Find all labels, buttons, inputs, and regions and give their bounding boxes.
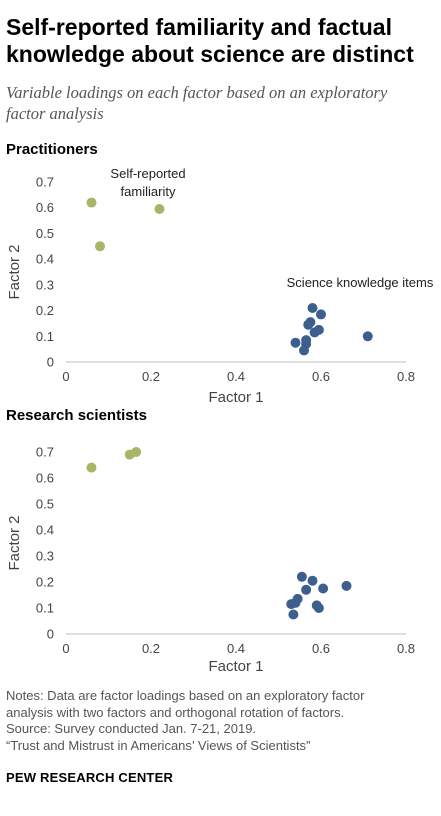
chart-title: Self-reported familiarity and factual kn… (6, 14, 414, 67)
y-tick-label: 0 (47, 627, 54, 642)
knowledge-item-point (301, 584, 312, 595)
knowledge-item-point (307, 575, 318, 586)
y-tick-label: 0.6 (36, 471, 54, 486)
x-tick-label: 0.2 (142, 369, 160, 384)
notes-line: Notes: Data are factor loadings based on… (6, 688, 365, 703)
x-tick-label: 0.2 (142, 641, 160, 656)
y-tick-label: 0.4 (36, 252, 54, 267)
notes-line: analysis with two factors and orthogonal… (6, 704, 345, 720)
annotation-science-knowledge-items: Science knowledge items (287, 275, 434, 290)
knowledge-item-point (362, 331, 373, 342)
familiarity-point (86, 462, 97, 473)
y-tick-label: 0.2 (36, 303, 54, 318)
y-tick-label: 0.1 (36, 601, 54, 616)
familiarity-point (86, 197, 97, 208)
annotation-self-reported-familiarity: Self-reported (110, 166, 185, 181)
x-tick-label: 0 (62, 369, 69, 384)
y-axis-label: Factor 2 (6, 244, 23, 299)
y-tick-label: 0.7 (36, 175, 54, 190)
familiarity-point (154, 204, 165, 214)
notes-block: Notes: Data are factor loadings based on… (6, 688, 436, 754)
x-tick-label: 0 (62, 641, 69, 656)
x-tick-label: 0.8 (397, 369, 415, 384)
y-tick-label: 0.2 (36, 575, 54, 590)
knowledge-item-point (305, 317, 316, 328)
pew-research-center-logo: PEW RESEARCH CENTER (6, 770, 174, 785)
x-tick-label: 0.6 (312, 641, 330, 656)
x-tick-label: 0.4 (227, 369, 245, 384)
source-line: Source: Survey conducted Jan. 7-21, 2019… (6, 721, 257, 736)
y-tick-label: 0.6 (36, 200, 54, 215)
x-tick-label: 0.6 (312, 369, 330, 384)
knowledge-item-point (290, 337, 301, 348)
knowledge-item-point (288, 609, 299, 620)
x-axis-label: Factor 1 (208, 389, 263, 406)
y-tick-label: 0.5 (36, 226, 54, 241)
annotation-self-reported-familiarity: familiarity (121, 184, 176, 199)
y-tick-label: 0.7 (36, 445, 54, 460)
knowledge-item-point (296, 571, 307, 582)
x-tick-label: 0.8 (397, 641, 415, 656)
y-tick-label: 0.3 (36, 277, 54, 292)
y-tick-label: 0 (47, 355, 54, 370)
chart-subtitle: Variable loadings on each factor based o… (6, 83, 388, 123)
knowledge-item-point (292, 593, 303, 604)
research-scientists-scatter-chart: 0 0.1 0.2 0.3 0.4 0.5 0.6 0.7 0 0.2 0.4 0.6 0.8 Facto… (6, 445, 415, 676)
y-axis-label: Factor 2 (6, 515, 23, 570)
y-tick-label: 0.4 (36, 523, 54, 538)
knowledge-item-point (313, 324, 324, 335)
knowledge-item-point (301, 335, 312, 346)
knowledge-item-point (316, 309, 326, 320)
knowledge-item-point (341, 580, 352, 591)
panel-title-research-scientists: Research scientists (6, 407, 147, 424)
knowledge-item-point (318, 583, 329, 594)
y-tick-label: 0.3 (36, 549, 54, 564)
knowledge-item-point (313, 603, 324, 613)
practitioners-scatter-chart: 0 0.1 0.2 0.3 0.4 0.5 0.6 0.7 0 0.2 0.4 0.6 0.8 Facto… (6, 166, 434, 406)
x-axis-label: Factor 1 (208, 658, 263, 675)
x-tick-label: 0.4 (227, 641, 245, 656)
panel-title-practitioners: Practitioners (6, 141, 98, 158)
knowledge-item-point (307, 303, 318, 313)
familiarity-point (95, 241, 105, 252)
y-tick-label: 0.5 (36, 497, 54, 512)
report-title-line: “Trust and Mistrust in Americans’ Views … (6, 737, 311, 753)
y-tick-label: 0.1 (36, 329, 54, 344)
familiarity-point (131, 447, 142, 457)
